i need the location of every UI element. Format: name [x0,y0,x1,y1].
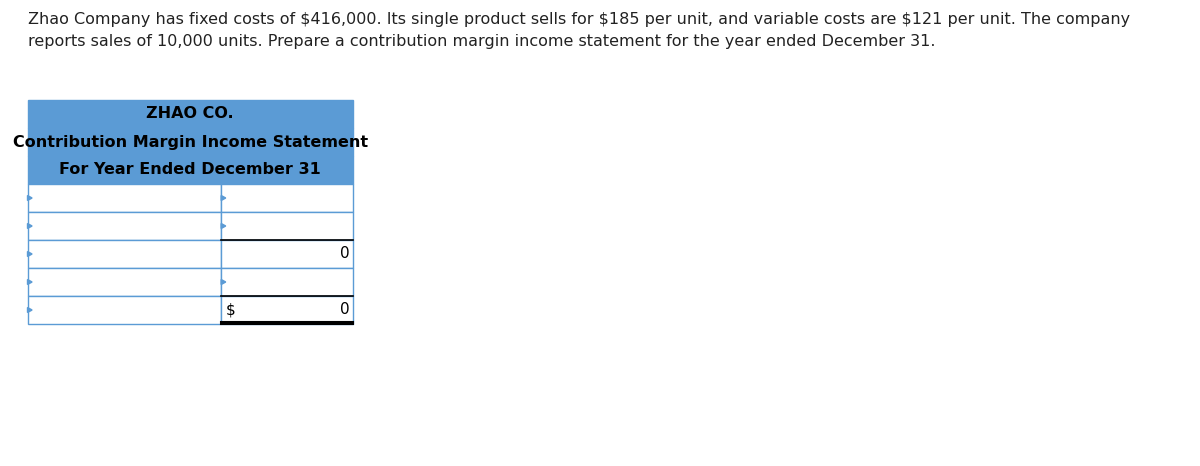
Polygon shape [221,280,226,285]
Bar [28,100,353,128]
Text: 0: 0 [340,247,349,261]
Polygon shape [28,196,32,200]
Polygon shape [221,196,226,200]
Bar [28,128,353,156]
Text: ZHAO CO.: ZHAO CO. [146,107,234,122]
Text: Zhao Company has fixed costs of $416,000. Its single product sells for $185 per : Zhao Company has fixed costs of $416,000… [28,12,1129,48]
Polygon shape [221,224,226,228]
Text: For Year Ended December 31: For Year Ended December 31 [59,163,322,178]
Polygon shape [28,224,32,228]
Bar [221,212,353,240]
Text: $: $ [226,302,236,317]
Bar [221,268,353,296]
Bar [28,240,221,268]
Bar [28,212,221,240]
Bar [221,184,353,212]
Polygon shape [28,280,32,285]
Polygon shape [28,308,32,313]
Bar [221,296,353,324]
Bar [28,156,353,184]
Bar [28,184,221,212]
Text: 0: 0 [340,302,349,317]
Text: Contribution Margin Income Statement: Contribution Margin Income Statement [13,135,368,150]
Polygon shape [28,252,32,256]
Bar [221,240,353,268]
Bar [28,268,221,296]
Bar [28,296,221,324]
